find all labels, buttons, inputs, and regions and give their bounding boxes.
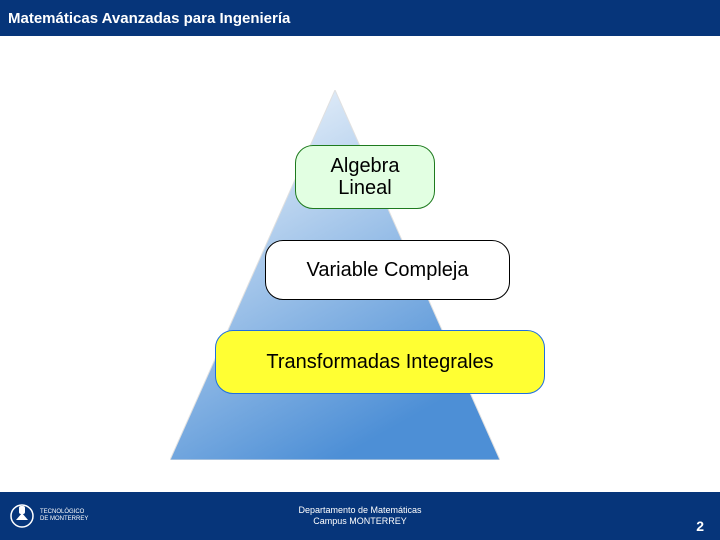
- logo-icon: [8, 502, 36, 530]
- node-label: Algebra Lineal: [331, 155, 400, 199]
- node-algebra-lineal: Algebra Lineal: [295, 145, 435, 209]
- footer-bar: TECNOLÓGICO DE MONTERREY Departamento de…: [0, 492, 720, 540]
- node-label: Transformadas Integrales: [266, 351, 493, 373]
- footer-dept-line1: Departamento de Matemáticas: [298, 505, 421, 516]
- logo-text: TECNOLÓGICO DE MONTERREY: [40, 509, 88, 522]
- slide: Matemáticas Avanzadas para Ingeniería Al…: [0, 0, 720, 540]
- node-label: Variable Compleja: [307, 259, 469, 281]
- node-variable-compleja: Variable Compleja: [265, 240, 510, 300]
- node-transformadas-integrales: Transformadas Integrales: [215, 330, 545, 394]
- header-bar: Matemáticas Avanzadas para Ingeniería: [0, 0, 720, 36]
- footer-dept-line2: Campus MONTERREY: [298, 516, 421, 527]
- page-number: 2: [696, 518, 704, 534]
- footer-logo: TECNOLÓGICO DE MONTERREY: [8, 502, 88, 530]
- header-title: Matemáticas Avanzadas para Ingeniería: [8, 10, 290, 27]
- footer-dept: Departamento de Matemáticas Campus MONTE…: [298, 505, 421, 527]
